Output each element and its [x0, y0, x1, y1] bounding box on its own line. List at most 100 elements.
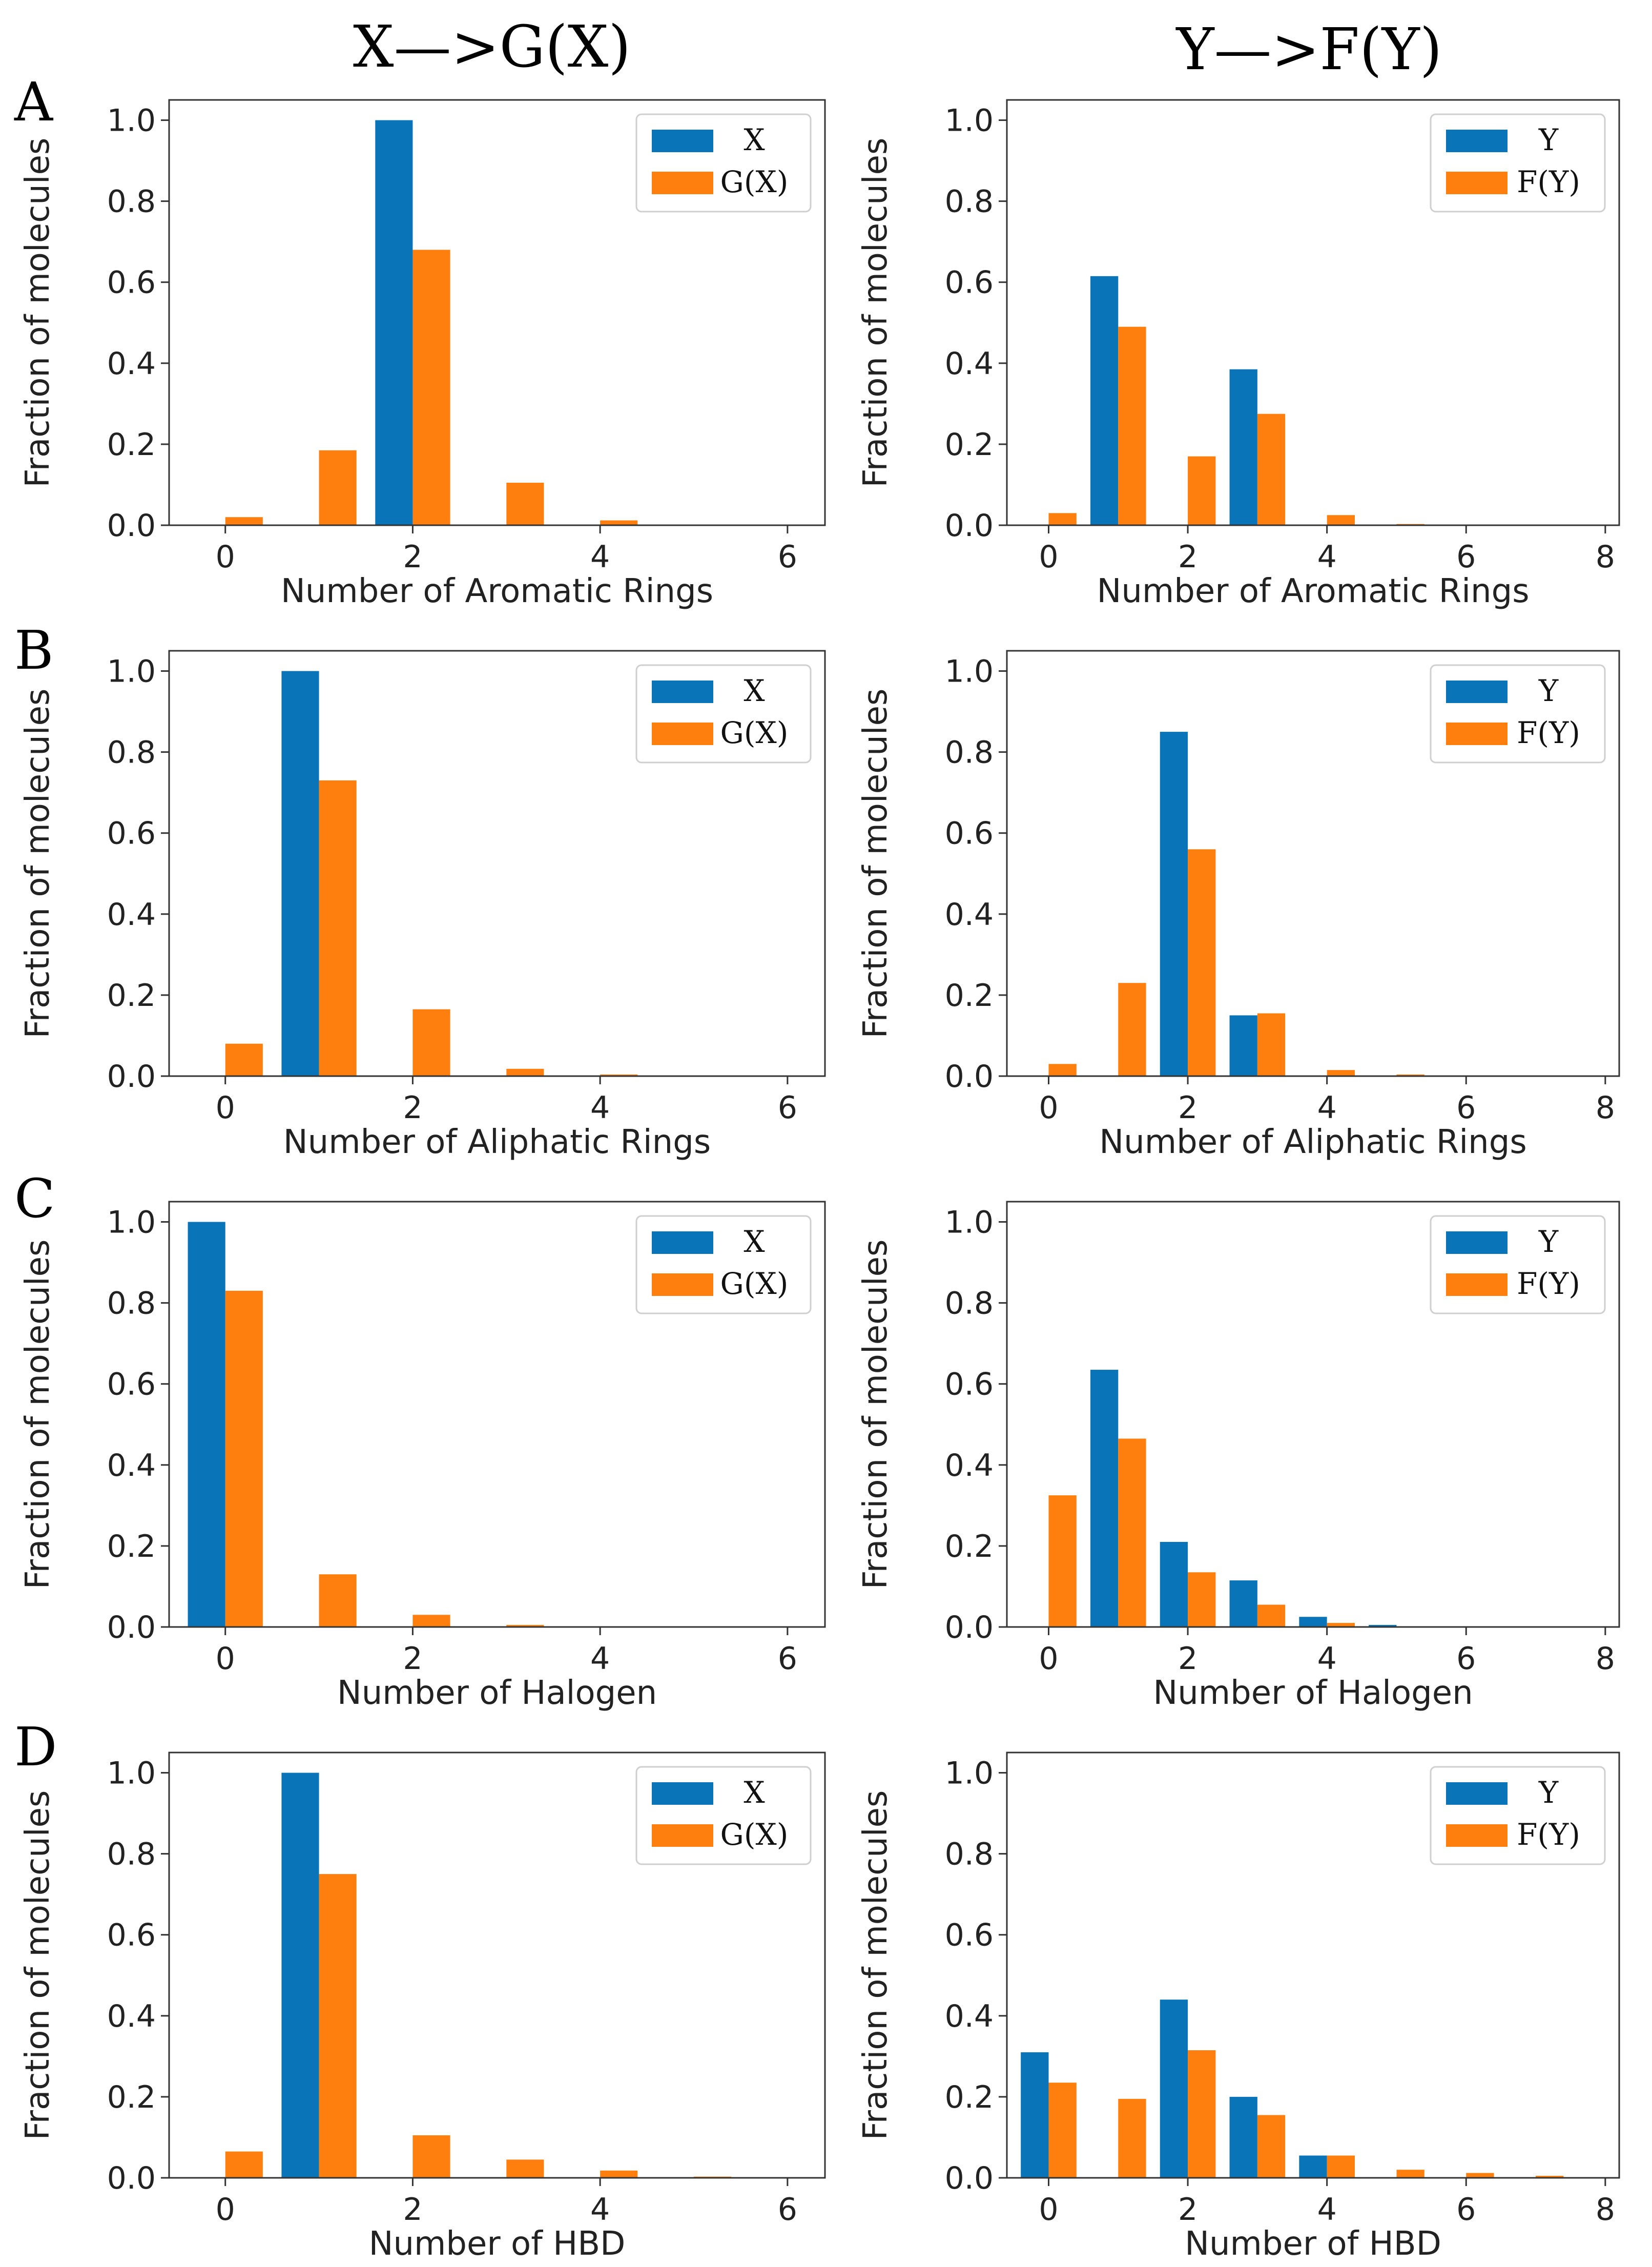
x-axis-label: Number of Aromatic Rings	[281, 572, 713, 610]
y-tick-label: 0.4	[945, 897, 994, 933]
legend-swatch-1	[652, 172, 713, 194]
legend: X G(X)	[635, 1766, 812, 1865]
x-tick-label: 6	[778, 1090, 797, 1126]
chart-b-right: 0.0 0.2 0.4 0.6 0.8 1.0 0 2 4 6 8 Number of Aliphat…	[857, 650, 1620, 1161]
legend-swatch-0	[1446, 1782, 1508, 1805]
legend-swatch-0	[652, 1782, 713, 1805]
bar-fy-3	[1257, 1013, 1286, 1076]
legend-swatch-1	[1446, 723, 1508, 745]
y-axis-label: Fraction of molecules	[19, 1240, 57, 1590]
y-tick-label: 0.8	[107, 1286, 156, 1322]
row-label-a: A	[14, 71, 54, 133]
bar-gx-2	[412, 1009, 450, 1076]
plot-frame	[168, 99, 826, 526]
legend-entry-0: X	[744, 673, 765, 708]
y-tick-label: 1.0	[107, 1205, 156, 1241]
bar-gx-4	[600, 2170, 638, 2178]
legend: Y F(Y)	[1430, 664, 1606, 764]
bar-y-3	[1229, 369, 1257, 525]
x-tick-label: 2	[1178, 1090, 1197, 1126]
bar-gx-2	[412, 2135, 450, 2178]
legend: X G(X)	[635, 664, 812, 764]
legend: Y F(Y)	[1430, 1766, 1606, 1865]
bar-fy-6	[1466, 2173, 1494, 2178]
y-tick-label: 1.0	[945, 1756, 994, 1791]
y-tick-label: 1.0	[107, 654, 156, 690]
legend-swatch-1	[1446, 1824, 1508, 1847]
x-tick-label: 2	[403, 2192, 422, 2228]
y-tick-label: 0.6	[945, 1918, 994, 1953]
x-tick-label: 4	[590, 1090, 610, 1126]
bar-fy-3	[1257, 2115, 1286, 2178]
bar-y-4	[1299, 1617, 1327, 1627]
legend-swatch-1	[652, 1273, 713, 1296]
x-axis-label: Number of HBD	[369, 2225, 626, 2263]
bar-gx-0	[225, 1290, 263, 1627]
chart-c-right: 0.0 0.2 0.4 0.6 0.8 1.0 0 2 4 6 8 Number of Halogen…	[857, 1201, 1620, 1712]
bar-gx-1	[319, 1874, 357, 2178]
legend: X G(X)	[635, 1215, 812, 1314]
legend-entry-1: G(X)	[720, 164, 789, 199]
y-tick-label: 0.6	[945, 816, 994, 852]
x-tick-label: 6	[1456, 1641, 1476, 1677]
bar-y-5	[1369, 1625, 1397, 1627]
y-tick-label: 0.0	[945, 1059, 994, 1095]
y-tick-label: 0.8	[945, 735, 994, 771]
bar-fy-0	[1048, 2083, 1077, 2178]
x-tick-label: 4	[1317, 2192, 1337, 2228]
bar-gx-0	[225, 2151, 263, 2178]
y-tick-label: 0.8	[945, 1286, 994, 1322]
bar-fy-0	[1048, 1064, 1077, 1076]
y-tick-label: 0.4	[945, 1448, 994, 1483]
y-tick-label: 1.0	[945, 654, 994, 690]
x-tick-label: 8	[1596, 2192, 1615, 2228]
bar-y-3	[1229, 1015, 1257, 1076]
y-tick-label: 0.2	[107, 2079, 156, 2115]
x-tick-label: 4	[590, 2192, 610, 2228]
bar-y-1	[1090, 1370, 1119, 1627]
bar-fy-0	[1048, 513, 1077, 525]
x-axis-label: Number of Aliphatic Rings	[283, 1123, 711, 1161]
bar-fy-7	[1536, 2176, 1564, 2178]
y-tick-label: 0.2	[945, 1529, 994, 1564]
x-tick-label: 2	[403, 1090, 422, 1126]
x-tick-label: 6	[778, 2192, 797, 2228]
y-axis-label: Fraction of molecules	[19, 138, 57, 488]
plot-frame	[168, 1751, 826, 2179]
bar-gx-3	[506, 1625, 544, 1627]
legend-swatch-0	[1446, 1231, 1508, 1254]
chart-b-left: 0.0 0.2 0.4 0.6 0.8 1.0 0 2 4 6 Number of Aliphati…	[19, 650, 826, 1161]
x-axis-label: Number of Halogen	[337, 1674, 657, 1712]
bar-x-1	[281, 1773, 319, 2178]
bar-y-2	[1160, 2000, 1188, 2178]
y-tick-label: 0.2	[107, 427, 156, 463]
chart-c-left: 0.0 0.2 0.4 0.6 0.8 1.0 0 2 4 6 Number of Halogen F…	[19, 1201, 826, 1712]
y-tick-label: 0.4	[107, 1998, 156, 2034]
x-tick-label: 6	[1456, 2192, 1476, 2228]
y-tick-label: 0.4	[945, 1998, 994, 2034]
y-tick-label: 1.0	[107, 1756, 156, 1791]
y-tick-label: 0.6	[107, 1367, 156, 1403]
y-tick-label: 0.2	[107, 978, 156, 1014]
legend-entry-0: Y	[1538, 1224, 1559, 1259]
bar-fy-4	[1327, 1623, 1355, 1627]
y-tick-label: 0.6	[945, 1367, 994, 1403]
chart-a-left: 0.0 0.2 0.4 0.6 0.8 1.0 0 2 4 6 Number of Aromatic…	[19, 99, 826, 610]
y-tick-label: 0.6	[107, 265, 156, 301]
y-tick-label: 0.0	[945, 1610, 994, 1645]
x-tick-label: 4	[1317, 1090, 1337, 1126]
legend-swatch-0	[652, 681, 713, 703]
y-tick-label: 0.8	[945, 184, 994, 220]
bar-gx-3	[506, 1068, 544, 1076]
y-tick-label: 0.8	[107, 735, 156, 771]
bar-y-4	[1299, 2155, 1327, 2178]
y-tick-label: 1.0	[107, 103, 156, 139]
y-axis-label: Fraction of molecules	[857, 1240, 895, 1590]
bar-fy-4	[1327, 515, 1355, 525]
bar-fy-1	[1118, 326, 1146, 525]
bar-fy-5	[1396, 2170, 1424, 2178]
x-axis-label: Number of Halogen	[1153, 1674, 1473, 1712]
x-tick-label: 2	[1178, 539, 1197, 575]
y-tick-label: 0.0	[107, 1059, 156, 1095]
x-tick-label: 0	[216, 2192, 235, 2228]
